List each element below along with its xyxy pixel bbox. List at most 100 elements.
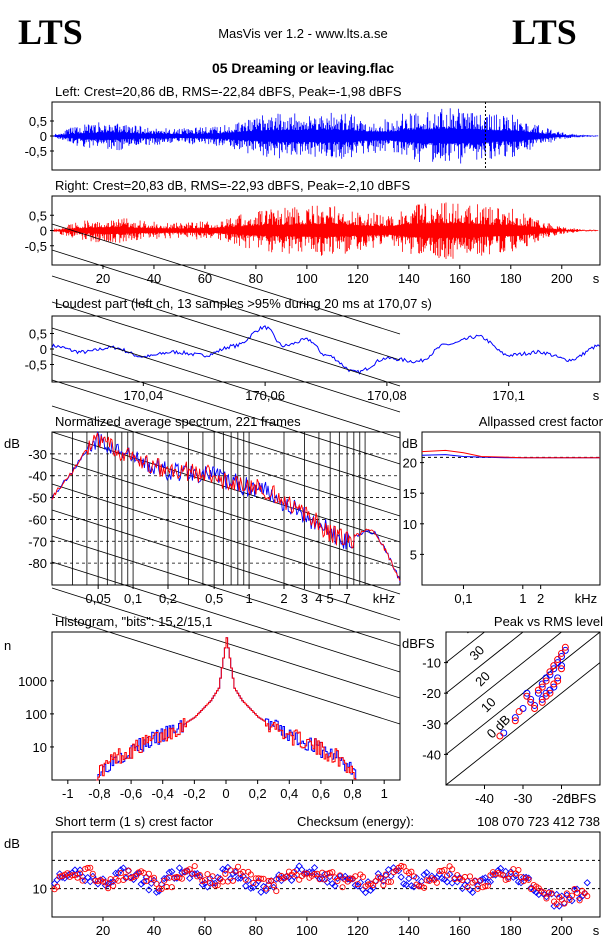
- short-term-point: [104, 880, 112, 888]
- spectrum-xtick-label: 2: [280, 591, 287, 606]
- short-term-point: [160, 874, 168, 883]
- short-term-point: [247, 871, 254, 878]
- spectrum-ytick-label: -50: [28, 491, 47, 506]
- allpassed-crest-xtick-label: 1: [519, 591, 526, 606]
- allpassed-crest-ytick-label: 10: [403, 517, 417, 532]
- histogram-ytick-label: 1000: [18, 674, 47, 689]
- short-term-point: [110, 882, 117, 889]
- short-term-point: [326, 869, 333, 876]
- waveform-left-ytick-label: 0: [40, 129, 47, 144]
- short-term-point: [145, 870, 152, 877]
- short-term-point: [117, 866, 125, 874]
- short-term-point: [500, 872, 507, 879]
- short-term-point: [173, 874, 181, 882]
- waveform-right-xtick-label: 60: [198, 271, 212, 286]
- short-term-point: [352, 873, 359, 880]
- spectrum-ylabel: dB: [4, 436, 20, 451]
- short-term-point: [387, 878, 395, 885]
- loudest-part-ytick-label: 0,5: [29, 327, 47, 342]
- loudest-part-frame: [51, 315, 601, 383]
- short-term-point: [380, 882, 387, 889]
- short-term-point: [563, 890, 570, 897]
- short-term-point: [326, 872, 334, 881]
- peak-rms-point: [558, 662, 565, 670]
- waveform-right-ytick-label: 0,5: [29, 208, 47, 223]
- short-term-crest-title: Short term (1 s) crest factor: [55, 814, 214, 829]
- loudest-part-xtick-label: 170,1: [492, 388, 525, 403]
- spectrum-ytick-label: -80: [28, 556, 47, 571]
- short-term-point: [229, 877, 237, 884]
- short-term-crest-xtick-label: 120: [347, 923, 369, 938]
- peak-rms-point: [531, 705, 539, 712]
- peak-rms-point: [538, 683, 546, 691]
- short-term-point: [423, 869, 431, 877]
- short-term-point: [397, 873, 405, 881]
- waveform-right-xtick-label: 20: [96, 271, 110, 286]
- short-term-point: [102, 879, 109, 886]
- short-term-point: [206, 874, 214, 882]
- histogram-curve: [96, 637, 357, 781]
- spectrum-title: Normalized average spectrum, 221 frames: [55, 414, 301, 429]
- spectrum-slope-line: [51, 327, 401, 439]
- peak-rms-point: [554, 677, 562, 685]
- peak-rms-point: [554, 674, 562, 682]
- short-term-point: [270, 882, 277, 889]
- spectrum-xtick-label: 3: [301, 591, 308, 606]
- short-term-point: [379, 877, 387, 885]
- short-term-point: [583, 879, 591, 887]
- short-term-point: [497, 871, 504, 878]
- short-term-point: [555, 902, 563, 910]
- short-term-point: [384, 866, 393, 874]
- short-term-point: [84, 864, 91, 871]
- short-term-point: [433, 879, 440, 886]
- short-term-crest-panel: Short term (1 s) crest factor Checksum (e…: [4, 814, 601, 938]
- peak-rms-point: [550, 662, 558, 670]
- short-term-point: [189, 870, 196, 877]
- short-term-crest-xtick-label: 40: [147, 923, 161, 938]
- checksum-label: Checksum (energy):: [297, 814, 414, 829]
- short-term-point: [178, 875, 186, 882]
- allpassed-crest-panel: Allpassed crest factor dB 20 15 10 5 0,1 1 2 kHz: [402, 414, 604, 606]
- short-term-point: [519, 873, 528, 882]
- spectrum-slope-line: [51, 535, 401, 647]
- histogram-xtick-label: -0,2: [183, 786, 205, 801]
- peak-rms-crest-label: 0 dB: [484, 712, 514, 742]
- peak-rms-point: [554, 656, 562, 664]
- spectrum-xtick-label: 0,2: [159, 591, 177, 606]
- short-term-point: [515, 866, 522, 874]
- short-term-point: [482, 883, 489, 890]
- waveform-right-x-unit: s: [593, 271, 600, 286]
- waveform-right-signal: [53, 202, 599, 259]
- short-term-point: [214, 882, 221, 889]
- spectrum-curve: [51, 430, 401, 583]
- spectrum-slope-line: [51, 561, 401, 673]
- short-term-point: [377, 875, 384, 882]
- loudest-part-xtick-label: 170,08: [367, 388, 407, 403]
- short-term-point: [417, 877, 426, 886]
- short-term-crest-xtick-label: 180: [500, 923, 522, 938]
- waveform-right-ytick-label: 0: [40, 224, 47, 239]
- short-term-point: [543, 895, 550, 902]
- histogram-curve: [96, 637, 357, 781]
- short-term-point: [244, 876, 252, 885]
- short-term-point: [423, 877, 430, 884]
- spectrum-frame: [51, 431, 401, 586]
- loudest-part-ytick-label: 0: [40, 342, 47, 357]
- short-term-point: [117, 870, 124, 877]
- short-term-point: [481, 874, 489, 882]
- spectrum-xtick-label: 4: [315, 591, 322, 606]
- allpassed-frame: [421, 431, 601, 586]
- short-term-point: [283, 873, 290, 880]
- waveform-right-panel: Right: Crest=20,83 dB, RMS=-22,93 dBFS, …: [25, 178, 601, 286]
- short-term-point: [311, 871, 318, 878]
- short-term-point: [204, 871, 211, 878]
- waveform-right-xtick-label: 200: [551, 271, 573, 286]
- short-term-point: [161, 877, 168, 884]
- peak-rms-point: [527, 698, 535, 706]
- short-term-point: [542, 893, 551, 901]
- short-term-point: [199, 877, 206, 885]
- short-term-point: [265, 877, 272, 885]
- short-term-point: [263, 885, 270, 892]
- short-term-frame: [51, 831, 601, 918]
- short-term-point: [175, 864, 184, 872]
